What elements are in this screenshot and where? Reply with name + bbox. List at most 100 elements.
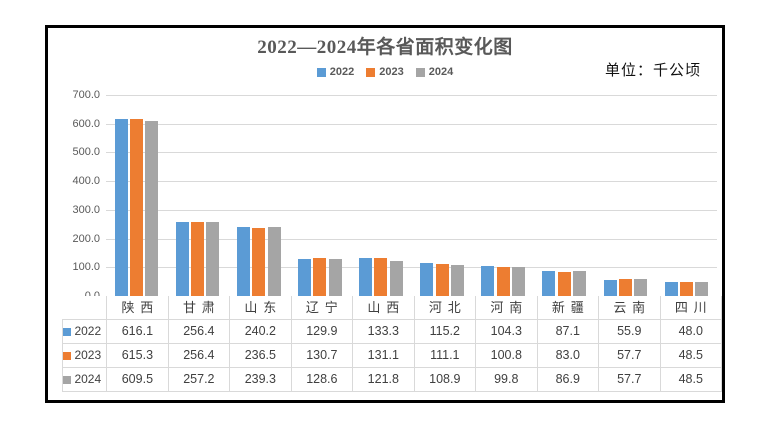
legend-item-2023: 2023 — [366, 66, 404, 78]
gridline — [106, 209, 717, 211]
table-category-header: 河南 — [475, 296, 538, 320]
chart-legend: 2022 2023 2024 — [48, 66, 722, 78]
gridline — [106, 181, 717, 183]
gridline — [106, 267, 717, 269]
table-value-cell: 239.3 — [229, 367, 292, 392]
bar-2022-陕西 — [114, 119, 128, 296]
table-value-cell: 108.9 — [413, 367, 477, 392]
table-category-header: 辽宁 — [290, 296, 354, 320]
table-value-cell: 616.1 — [106, 319, 169, 344]
bar-2024-四川 — [695, 282, 709, 296]
bar-2022-河南 — [481, 266, 495, 296]
gridline — [106, 152, 717, 154]
bar-2022-甘肃 — [175, 222, 189, 296]
series-key-icon — [63, 376, 72, 384]
table-row-header: 2022 — [61, 319, 108, 344]
table-category-header: 新疆 — [536, 296, 600, 320]
bar-2023-山东 — [252, 228, 266, 296]
gridline — [106, 238, 717, 240]
table-value-cell: 131.1 — [352, 343, 415, 368]
chart-title: 2022—2024年各省面积变化图 — [257, 37, 513, 58]
bar-2022-新疆 — [542, 270, 556, 296]
table-value-cell: 86.9 — [536, 367, 600, 392]
table-category-header: 河北 — [413, 296, 477, 320]
bar-2022-河北 — [420, 262, 434, 296]
legend-label: 2023 — [379, 66, 404, 78]
y-axis-tick-label: 600.0 — [72, 117, 100, 130]
bar-2024-河北 — [450, 264, 464, 296]
gridline — [106, 95, 717, 96]
data-table: 陕西 甘肃 山东 辽宁 山西 河北 河南 新疆 云南 四川 2022 616.1 256.4 240.2 1… — [61, 296, 722, 392]
legend-swatch-icon — [366, 67, 376, 77]
table-category-header: 四川 — [659, 296, 722, 320]
table-value-cell: 87.1 — [536, 319, 600, 344]
bar-2023-云南 — [618, 279, 632, 296]
legend-swatch-icon — [415, 67, 425, 77]
legend-item-2022: 2022 — [316, 66, 354, 78]
bar-2022-云南 — [603, 279, 617, 296]
table-value-cell: 130.7 — [290, 343, 354, 368]
table-value-cell: 48.0 — [659, 319, 722, 344]
table-value-cell: 55.9 — [598, 319, 661, 344]
bar-2024-山东 — [267, 227, 281, 296]
table-value-cell: 115.2 — [413, 319, 477, 344]
bar-2024-甘肃 — [206, 222, 220, 296]
table-value-cell: 615.3 — [106, 343, 169, 368]
bar-2023-陕西 — [130, 119, 144, 296]
table-value-cell: 57.7 — [598, 367, 661, 392]
series-key-icon — [63, 352, 72, 360]
table-corner-cell — [63, 296, 107, 320]
table-category-header: 山西 — [352, 296, 415, 320]
bar-2023-四川 — [679, 282, 693, 296]
table-value-cell: 133.3 — [352, 319, 415, 344]
table-value-cell: 48.5 — [659, 343, 722, 368]
bar-2024-河南 — [511, 267, 525, 296]
y-axis-tick-label: 100.0 — [72, 261, 100, 274]
bar-2024-山西 — [389, 261, 403, 296]
table-value-cell: 256.4 — [167, 343, 231, 368]
legend-item-2024: 2024 — [415, 66, 454, 78]
table-row-header: 2023 — [61, 343, 108, 368]
table-value-cell: 257.2 — [167, 367, 231, 392]
table-value-cell: 128.6 — [290, 367, 354, 392]
chart-container: 2022—2024年各省面积变化图 2022 2023 2024 单位：千公顷 70… — [45, 25, 725, 403]
y-axis-tick-label: 500.0 — [72, 146, 100, 159]
table-row-2023: 2023 615.3 256.4 236.5 130.7 131.1 111.1 100.8 8… — [61, 343, 722, 368]
gridline — [106, 123, 717, 125]
unit-label: 单位：千公顷 — [604, 62, 701, 79]
table-category-header: 甘肃 — [167, 296, 231, 320]
table-value-cell: 111.1 — [413, 343, 477, 368]
bar-2022-四川 — [664, 282, 678, 296]
bar-2022-山东 — [236, 227, 250, 296]
legend-label: 2024 — [428, 66, 454, 78]
bar-2023-新疆 — [557, 272, 571, 296]
bar-2023-山西 — [374, 258, 388, 296]
plot-area — [106, 95, 717, 297]
series-key-icon — [63, 328, 72, 336]
bar-2022-山西 — [359, 257, 373, 296]
bar-2024-云南 — [634, 279, 648, 296]
y-axis-tick-label: 300.0 — [72, 203, 100, 216]
table-category-header: 陕西 — [106, 296, 169, 320]
bar-2022-辽宁 — [298, 258, 312, 296]
table-value-cell: 609.5 — [106, 367, 169, 392]
table-value-cell: 83.0 — [536, 343, 600, 368]
bar-2024-辽宁 — [328, 259, 342, 296]
bar-2023-河南 — [496, 267, 510, 296]
table-value-cell: 129.9 — [290, 319, 354, 344]
y-axis-tick-label: 700.0 — [72, 89, 100, 101]
table-row-2022: 2022 616.1 256.4 240.2 129.9 133.3 115.2 104.3 8… — [61, 319, 722, 344]
bar-2023-甘肃 — [191, 222, 205, 296]
legend-swatch-icon — [316, 67, 326, 77]
bar-2024-新疆 — [573, 271, 587, 296]
table-value-cell: 236.5 — [229, 343, 292, 368]
table-row-header: 2024 — [61, 367, 108, 392]
table-value-cell: 104.3 — [475, 319, 538, 344]
y-axis-tick-label: 200.0 — [72, 232, 100, 245]
bar-2023-河北 — [435, 264, 449, 296]
table-value-cell: 57.7 — [598, 343, 661, 368]
table-category-header: 山东 — [229, 296, 292, 320]
table-category-header: 云南 — [598, 296, 661, 320]
table-value-cell: 48.5 — [659, 367, 722, 392]
bar-2024-陕西 — [145, 120, 159, 296]
